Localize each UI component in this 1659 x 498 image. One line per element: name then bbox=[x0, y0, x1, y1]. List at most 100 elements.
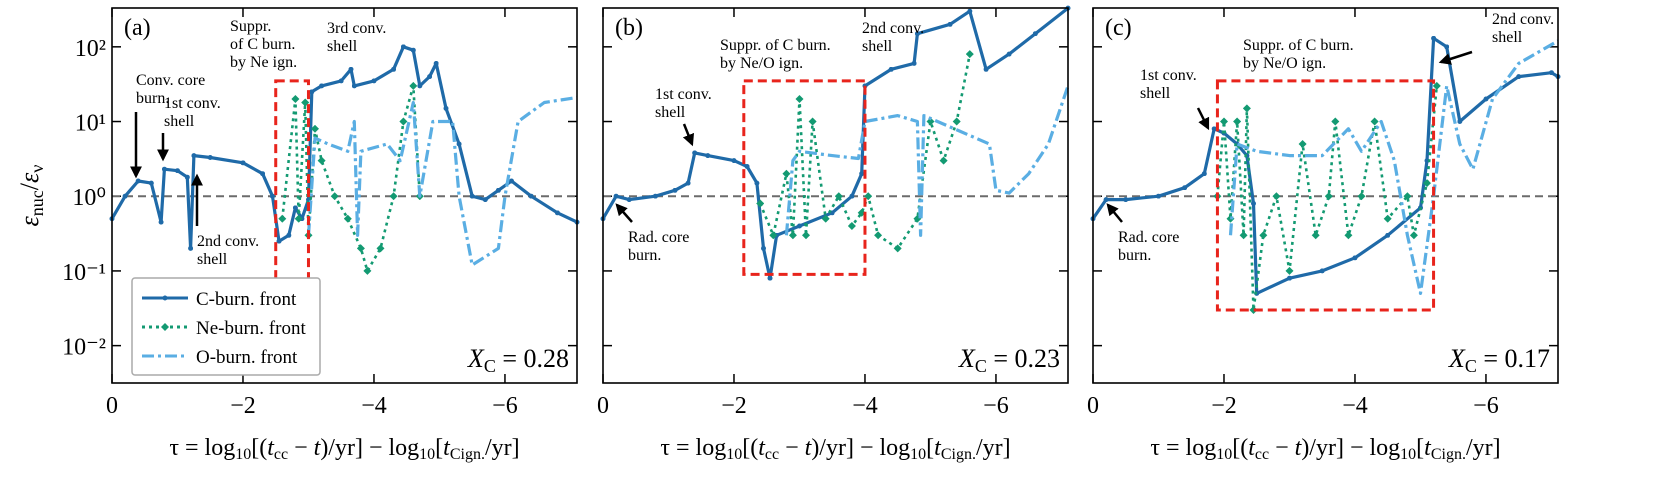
label-part: /yr] bbox=[485, 435, 520, 461]
series-line bbox=[784, 85, 1070, 237]
label-part: 10 bbox=[726, 446, 742, 463]
series-line bbox=[278, 81, 424, 275]
label-part: /yr] bbox=[1466, 435, 1501, 461]
x-tick-label: 0 bbox=[1087, 393, 1099, 419]
label-part: 10 bbox=[910, 446, 926, 463]
annotation: 3rd conv. shell bbox=[327, 20, 386, 55]
label-part: nuc bbox=[27, 190, 47, 216]
legend-label: C-burn. front bbox=[196, 289, 297, 310]
label-part: = 0.28 bbox=[496, 344, 569, 373]
label-part: X bbox=[958, 344, 976, 373]
label-line: shell bbox=[164, 113, 195, 130]
x-axis-label: τ = log10[(tcc − t)/yr] − log10[tCign./y… bbox=[660, 435, 1010, 463]
panel: 0 −2 −4 −6 10⁻² 10⁻¹ 10⁰ 10¹ 10² Suppr. of C burn.… bbox=[15, 7, 580, 463]
label-part: Cign. bbox=[941, 446, 976, 463]
label-part: = 0.17 bbox=[1477, 344, 1550, 373]
plot-frame bbox=[602, 7, 1069, 384]
annotation: 2nd conv. shell bbox=[1492, 11, 1554, 46]
label-line: 2nd conv. bbox=[197, 233, 259, 250]
x-tick-label: −6 bbox=[492, 393, 518, 419]
label-part: t bbox=[1248, 435, 1256, 461]
series-line bbox=[756, 50, 974, 253]
label-line: 1st conv. bbox=[164, 95, 221, 112]
label-part: [( bbox=[251, 435, 267, 461]
y-tick-label: 10⁻² bbox=[62, 335, 106, 361]
label-part: t bbox=[443, 435, 451, 461]
label-part: t bbox=[805, 435, 813, 461]
label-part: − bbox=[288, 435, 314, 461]
label-line: Rad. core bbox=[1118, 229, 1179, 246]
label-line: 1st conv. bbox=[1140, 67, 1197, 84]
label-part: − bbox=[1269, 435, 1295, 461]
x-tick-label: −4 bbox=[852, 393, 878, 419]
x-tick-label: −2 bbox=[721, 393, 747, 419]
y-tick-label: 10⁻¹ bbox=[62, 260, 106, 286]
label-line: burn. bbox=[136, 90, 169, 107]
highlight-box bbox=[742, 79, 867, 276]
annotation-arrow bbox=[1196, 107, 1210, 131]
annotation-arrow bbox=[615, 203, 633, 223]
x-tick-label: −2 bbox=[1211, 393, 1237, 419]
label-part: t bbox=[267, 435, 275, 461]
legend-label: Ne-burn. front bbox=[196, 318, 306, 339]
label-part: )/yr] − log bbox=[320, 435, 419, 461]
label-part: Cign. bbox=[1431, 446, 1466, 463]
x-tick-label: 0 bbox=[597, 393, 609, 419]
xc-label: XC = 0.28 bbox=[467, 344, 569, 376]
x-tick-label: 0 bbox=[106, 393, 118, 419]
label-part: t bbox=[934, 435, 942, 461]
y-tick-label: 10² bbox=[75, 36, 106, 62]
series-line bbox=[1228, 39, 1559, 295]
label-part: 10 bbox=[1216, 446, 1232, 463]
label-part: τ = log bbox=[660, 435, 726, 461]
label-line: Suppr. bbox=[230, 18, 271, 35]
y-tick-label: 10⁰ bbox=[72, 185, 106, 211]
annotation-arrow bbox=[1438, 50, 1473, 65]
y-tick-label: 10¹ bbox=[75, 111, 106, 137]
series-line bbox=[306, 95, 578, 267]
x-axis-label: τ = log10[(tcc − t)/yr] − log10[tCign./y… bbox=[1150, 435, 1500, 463]
label-part: [ bbox=[1416, 435, 1424, 461]
label-part: cc bbox=[274, 446, 288, 463]
label-part: ε bbox=[15, 172, 44, 183]
label-line: Rad. core bbox=[628, 229, 689, 246]
xc-label: XC = 0.17 bbox=[1448, 344, 1550, 376]
x-tick-label: −6 bbox=[1473, 393, 1499, 419]
label-line: burn. bbox=[1118, 247, 1151, 264]
panel-label: (b) bbox=[615, 15, 643, 41]
label-part: t bbox=[1424, 435, 1432, 461]
label-part: cc bbox=[765, 446, 779, 463]
label-part: / bbox=[15, 182, 44, 190]
panel: 0 −2 −4 −6 Suppr. of C burn. by Ne/O ign. 1st … bbox=[1087, 7, 1561, 463]
label-line: shell bbox=[197, 251, 228, 268]
label-part: Cign. bbox=[450, 446, 485, 463]
series-line bbox=[1213, 81, 1441, 314]
highlight-box bbox=[1215, 79, 1436, 312]
y-axis-label: εnuc/εν bbox=[15, 165, 47, 227]
label-line: shell bbox=[1492, 29, 1523, 46]
label-line: Suppr. of C burn. bbox=[1243, 37, 1354, 54]
label-line: burn. bbox=[628, 247, 661, 264]
highlight-label: Suppr. of C burn. by Ne/O ign. bbox=[1243, 37, 1354, 72]
label-line: 1st conv. bbox=[655, 86, 712, 103]
label-line: shell bbox=[1140, 85, 1171, 102]
label-line: by Ne/O ign. bbox=[720, 55, 803, 72]
label-part: C bbox=[484, 356, 496, 376]
label-part: 10 bbox=[235, 446, 251, 463]
legend-label: O-burn. front bbox=[196, 347, 298, 368]
plot-frame bbox=[1092, 7, 1559, 384]
plot-frame bbox=[111, 7, 578, 384]
label-part: [ bbox=[435, 435, 443, 461]
label-part: t bbox=[314, 435, 322, 461]
label-part: C bbox=[975, 356, 987, 376]
label-line: by Ne/O ign. bbox=[1243, 55, 1326, 72]
xc-label: XC = 0.23 bbox=[958, 344, 1060, 376]
x-tick-label: −4 bbox=[1342, 393, 1368, 419]
label-part: ν bbox=[27, 165, 47, 173]
label-part: )/yr] − log bbox=[811, 435, 910, 461]
label-line: shell bbox=[327, 38, 358, 55]
label-part: t bbox=[1295, 435, 1303, 461]
label-line: 2nd conv. bbox=[862, 20, 924, 37]
